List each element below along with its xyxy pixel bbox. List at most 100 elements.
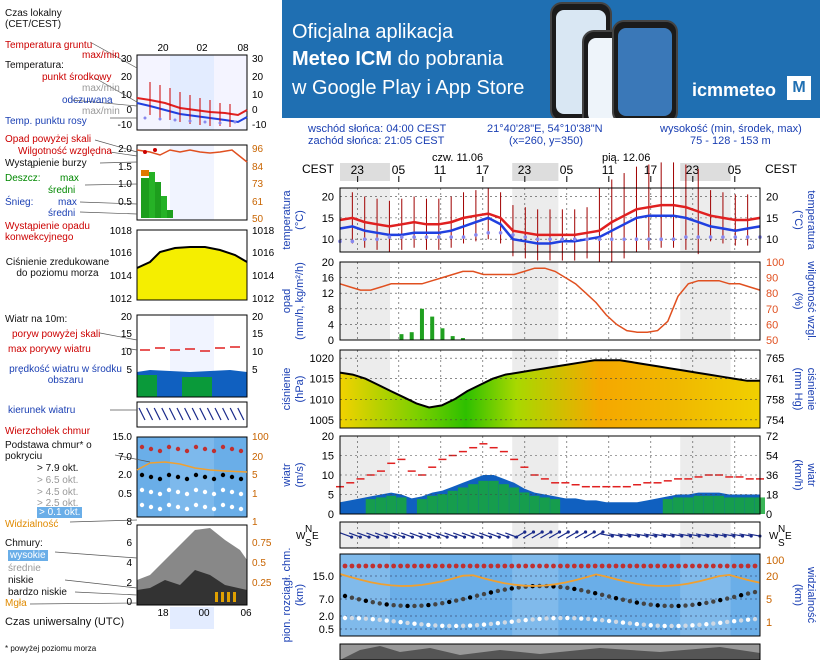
- cloud-top-dot: [641, 563, 647, 569]
- cloud-low-dot: [447, 623, 452, 629]
- wind-kmh-rtick: 72: [766, 431, 778, 443]
- cloud-top-dot: [558, 563, 563, 569]
- cloud-low-dot: [599, 618, 605, 623]
- tz-label-left: CEST: [302, 162, 335, 176]
- wind-arrow: [730, 533, 743, 537]
- dew-point-point: [684, 235, 688, 239]
- rain-bar: [399, 334, 404, 340]
- high-clouds-label: wysokie: [8, 550, 48, 561]
- dew-point-point: [399, 235, 404, 239]
- legend-pressure-ytick: 1016: [110, 248, 133, 259]
- wind-arrow-head: [531, 530, 536, 534]
- wind-arrow: [687, 533, 700, 537]
- legend-local-hour: 08: [237, 43, 249, 54]
- hour-tick-label: 23: [351, 163, 365, 177]
- cloud-low-dot: [718, 620, 723, 625]
- okt1-label: > 7.9 okt.: [37, 463, 79, 474]
- legend-cloud-dot: [184, 491, 190, 497]
- cloud-top-dot: [627, 563, 633, 569]
- wind-arrow: [496, 532, 509, 538]
- legend-wind-arrow: [168, 407, 176, 421]
- legend-clouds-rtick: 0.5: [252, 558, 266, 569]
- wind-kmh-rtick: 54: [766, 451, 778, 463]
- gust-above-label: poryw powyżej skali: [12, 329, 101, 340]
- wind-arrow-head: [419, 535, 423, 539]
- legend-humidity-rtick: 96: [252, 144, 264, 155]
- cloud-top-dot: [474, 563, 480, 569]
- cloud-base-dot: [391, 602, 396, 608]
- rain-label: Deszcz:: [5, 173, 41, 184]
- legend-clouds-ytick: 2: [126, 578, 132, 589]
- legend-pressure-ytick: 1012: [110, 294, 133, 305]
- dew-point-point: [449, 235, 453, 239]
- temperature-line: [339, 203, 761, 237]
- cloud-base-dot: [474, 593, 480, 598]
- rain-max-label: max: [60, 173, 79, 184]
- wind-strong-area: [396, 497, 407, 514]
- precip-above-label: Opad powyżej skali: [5, 134, 92, 145]
- legend-wind-arrow: [184, 407, 192, 421]
- wind-strong-area: [539, 497, 550, 514]
- wind-arrow: [505, 532, 517, 538]
- wind-arrow: [600, 533, 613, 537]
- legend-temp-ytick: 20: [121, 72, 133, 83]
- wind-strong-area: [488, 480, 499, 514]
- cloud-top-dot: [495, 563, 501, 569]
- cloud-low-dot: [419, 622, 424, 627]
- cloud-top-dot: [516, 563, 522, 569]
- wind-arrow-head: [350, 535, 354, 539]
- legend-temp-rtick: 0: [252, 105, 258, 116]
- dew-point-label: Temp. punktu rosy: [5, 116, 87, 127]
- cloud-top-dot: [752, 563, 758, 569]
- cloud-top-dot: [578, 563, 584, 569]
- wind-arrow: [635, 533, 648, 537]
- legend-vis-rtick: 1: [252, 489, 258, 500]
- banner-app-name: Meteo ICM: [292, 48, 392, 70]
- wind-arrow: [669, 533, 682, 537]
- wind-arrow: [531, 531, 543, 539]
- cloud-top-dot: [648, 563, 654, 569]
- cloud-top-dot: [405, 563, 410, 569]
- cloud-base-dot: [405, 603, 410, 609]
- wind-arrow-head: [384, 535, 388, 539]
- pressure-panel-border: [339, 349, 761, 429]
- app-banner[interactable]: Oficjalna aplikacja Meteo ICM do pobrani…: [282, 0, 820, 118]
- wind-arrow-head: [575, 530, 579, 534]
- cloud-top-dot: [731, 563, 737, 569]
- compass-s: S: [305, 538, 312, 549]
- wind-arrow: [678, 533, 691, 537]
- legend-clouds-ytick: 4: [126, 558, 132, 569]
- midpoint-label: punkt środkowy: [42, 72, 112, 83]
- hour-tick-label: 05: [560, 163, 574, 177]
- wind-arrow-head: [428, 535, 432, 539]
- legend-cloud-dot: [166, 444, 172, 450]
- coords-text: 21°40'28"E, 54°10'38"N: [487, 123, 603, 135]
- wind-arrow-head: [523, 530, 527, 534]
- pressure-ylabel: ciśnienie: [281, 368, 293, 411]
- temp-unit: (°C): [294, 210, 306, 230]
- temp-panel-border: [339, 187, 761, 253]
- cloud-low-dot: [641, 622, 647, 627]
- pressure-ytick: 1005: [310, 415, 334, 427]
- cloud-top-dot: [391, 563, 397, 569]
- legend-vis-rtick: 20: [252, 452, 264, 463]
- legend-cloud-dot: [148, 504, 154, 510]
- precip-unit: (mm/h, kg/m²/h): [294, 262, 306, 340]
- cloud-low-dot: [363, 616, 369, 621]
- precip-panel-night: [340, 262, 390, 340]
- wind-arrow: [566, 531, 578, 539]
- cloud-top-dot: [676, 563, 681, 569]
- cloud-top-dot: [724, 563, 730, 569]
- wind-strong-area: [416, 499, 427, 514]
- wind-strong-area: [703, 495, 714, 514]
- wind-arrow: [557, 531, 569, 539]
- cloud-low-dot: [433, 623, 438, 628]
- cloud-low-dot: [453, 623, 459, 629]
- wind-arrow: [713, 533, 726, 537]
- legend-wind-arrow: [206, 407, 214, 421]
- sunset-text: zachód słońca: 21:05 CEST: [308, 135, 445, 147]
- precip-ytick: 8: [328, 304, 334, 316]
- cloud-top-dot: [592, 563, 598, 569]
- legend-cloud-dot: [220, 487, 226, 493]
- cloud-top-dot: [453, 563, 459, 569]
